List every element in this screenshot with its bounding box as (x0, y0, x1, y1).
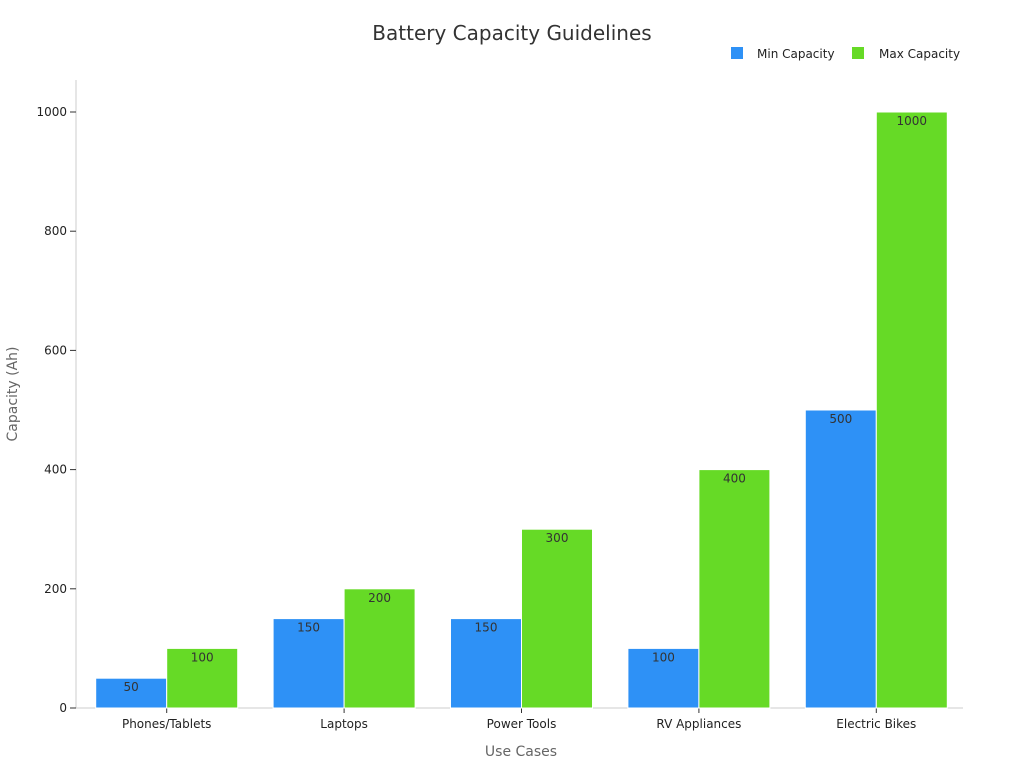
bar-min-capacity (272, 618, 345, 709)
data-label: 50 (124, 680, 139, 694)
legend-swatch-min (731, 47, 743, 59)
x-tick-label: Phones/Tablets (122, 717, 211, 731)
bar-min-capacity (627, 647, 700, 709)
bar-max-capacity (343, 588, 416, 709)
x-tick-label: Power Tools (487, 717, 557, 731)
y-tick-group: 0 200 400 600 800 1000 (36, 105, 76, 715)
legend-label-min: Min Capacity (757, 47, 835, 61)
bar-min-capacity (804, 409, 877, 709)
bar-max-capacity (521, 528, 593, 709)
legend: Min Capacity Max Capacity (731, 47, 960, 61)
data-label: 150 (475, 621, 498, 635)
data-label: 100 (652, 650, 675, 664)
data-label: 100 (191, 650, 214, 664)
x-axis: Phones/Tablets Laptops Power Tools RV Appli… (76, 707, 963, 731)
x-axis-title: Use Cases (485, 744, 557, 760)
bar-group (95, 111, 948, 709)
y-tick-label: 0 (59, 701, 67, 715)
legend-swatch-max (852, 47, 864, 59)
data-label: 500 (829, 412, 852, 426)
legend-label-max: Max Capacity (879, 47, 960, 61)
y-tick-label: 1000 (36, 105, 67, 119)
y-axis-title: Capacity (Ah) (5, 346, 21, 441)
y-tick-label: 200 (44, 582, 67, 596)
y-tick-label: 600 (44, 343, 67, 357)
y-tick-label: 400 (44, 463, 67, 477)
bar-max-capacity (698, 469, 771, 709)
data-label: 150 (297, 621, 320, 635)
data-label: 1000 (897, 114, 928, 128)
data-label: 200 (368, 591, 391, 605)
y-tick-label: 800 (44, 224, 67, 238)
data-label: 300 (546, 531, 569, 545)
bar-max-capacity (166, 647, 239, 709)
chart-title: Battery Capacity Guidelines (372, 21, 651, 45)
x-tick-group: Phones/Tablets Laptops Power Tools RV Appli… (122, 708, 916, 731)
data-label: 400 (723, 472, 746, 486)
bar-max-capacity (875, 111, 948, 709)
bar-min-capacity (450, 618, 522, 709)
y-axis: 0 200 400 600 800 1000 (36, 80, 77, 715)
x-tick-label: RV Appliances (656, 717, 741, 731)
data-label-group: 50 100 150 200 150 300 100 400 500 1000 (124, 114, 928, 694)
x-tick-label: Laptops (320, 717, 368, 731)
x-tick-label: Electric Bikes (836, 717, 916, 731)
